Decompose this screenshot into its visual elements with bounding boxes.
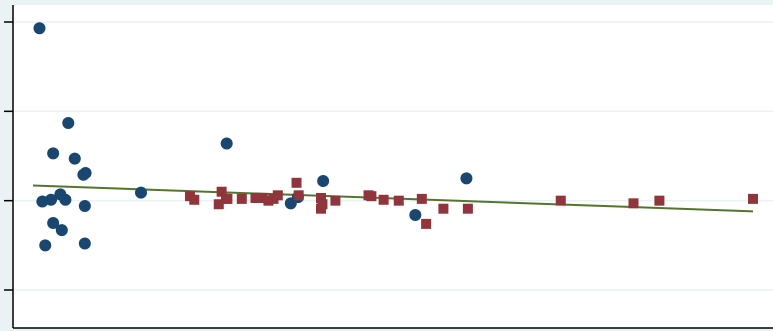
- data-point-square: [330, 195, 341, 206]
- data-point-circle: [39, 239, 52, 252]
- plot-area: [13, 5, 773, 328]
- data-point-square: [654, 195, 665, 206]
- data-point-square: [222, 193, 233, 204]
- data-point-square: [213, 199, 224, 210]
- data-point-square: [293, 190, 304, 201]
- data-point-square: [316, 192, 326, 203]
- data-point-circle: [409, 208, 422, 221]
- data-point-circle: [55, 224, 68, 237]
- data-point-circle: [45, 193, 57, 206]
- data-point-circle: [68, 152, 81, 165]
- gridlines: [13, 21, 773, 291]
- data-point-square: [378, 194, 389, 205]
- data-points: [33, 22, 758, 252]
- data-point-square: [216, 186, 227, 197]
- data-point-square: [421, 218, 432, 229]
- data-point-circle: [79, 166, 92, 179]
- data-point-square: [189, 194, 200, 205]
- data-point-square: [555, 195, 566, 206]
- data-point-circle: [220, 137, 233, 150]
- data-point-square: [317, 199, 328, 210]
- data-point-square: [438, 203, 449, 214]
- data-point-circle: [317, 175, 330, 188]
- data-point-circle: [460, 172, 473, 185]
- data-point-circle: [135, 186, 147, 199]
- data-point-square: [291, 177, 302, 188]
- data-point-circle: [33, 22, 46, 35]
- data-point-circle: [59, 193, 72, 206]
- data-point-square: [366, 191, 377, 202]
- data-point-circle: [78, 200, 91, 213]
- data-point-square: [748, 193, 758, 204]
- data-point-circle: [47, 147, 60, 160]
- data-point-square: [272, 190, 283, 201]
- data-point-circle: [62, 116, 75, 129]
- data-point-square: [393, 195, 404, 206]
- data-point-square: [250, 192, 261, 203]
- data-point-square: [263, 195, 274, 206]
- data-point-square: [257, 192, 268, 203]
- data-point-circle: [78, 237, 91, 250]
- axes: [4, 5, 773, 329]
- data-point-square: [628, 198, 639, 209]
- data-point-square: [462, 203, 473, 214]
- data-point-circle: [47, 217, 60, 229]
- data-point-square: [416, 193, 427, 204]
- data-point-square: [236, 193, 247, 204]
